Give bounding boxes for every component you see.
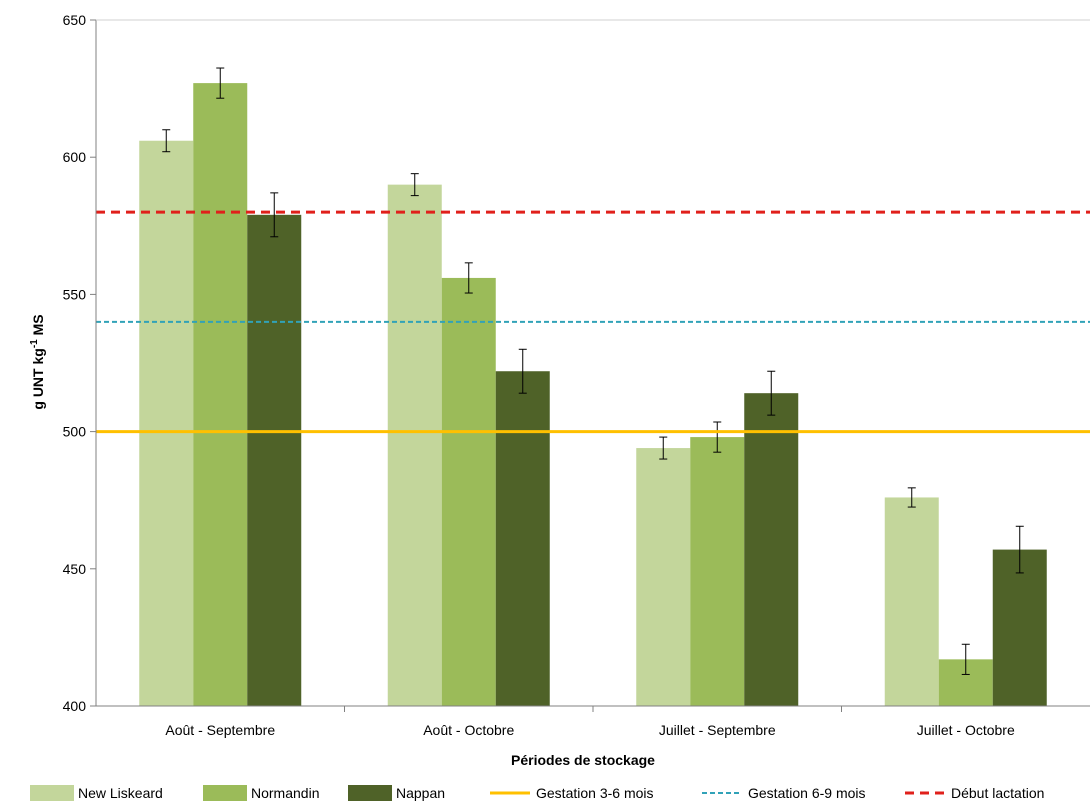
bar <box>636 448 691 706</box>
legend-label: Début lactation <box>951 785 1044 801</box>
bar <box>495 371 550 706</box>
y-axis-title-tail: MS <box>30 314 46 339</box>
bar <box>139 140 194 707</box>
bar <box>690 437 745 706</box>
legend-swatch <box>203 785 247 801</box>
y-tick-label: 400 <box>63 698 87 714</box>
bar <box>992 549 1047 706</box>
legend-item: Gestation 3-6 mois <box>490 785 654 801</box>
legend-item: Normandin <box>203 785 319 801</box>
x-axis-title: Périodes de stockage <box>511 752 655 768</box>
x-tick-label: Juillet - Septembre <box>659 722 776 738</box>
x-tick-label: Août - Octobre <box>423 722 514 738</box>
bar <box>247 214 302 706</box>
bar <box>441 277 496 706</box>
legend-item: Début lactation <box>905 785 1044 801</box>
y-tick-label: 550 <box>63 286 87 302</box>
legend-label: Normandin <box>251 785 319 801</box>
legend-swatch <box>30 785 74 801</box>
bar <box>744 393 799 706</box>
legend-label: Gestation 6-9 mois <box>748 785 866 801</box>
y-axis-title-main: g UNT kg <box>30 348 46 409</box>
y-tick-label: 450 <box>63 561 87 577</box>
legend-item: Nappan <box>348 785 445 801</box>
y-tick-label: 600 <box>63 149 87 165</box>
legend-item: Gestation 6-9 mois <box>702 785 866 801</box>
legend-label: Gestation 3-6 mois <box>536 785 654 801</box>
x-tick-label: Juillet - Octobre <box>917 722 1015 738</box>
bar <box>193 83 248 706</box>
x-tick-label: Août - Septembre <box>165 722 275 738</box>
legend-swatch <box>348 785 392 801</box>
y-axis-title: g UNT kg-1 MS <box>29 314 46 409</box>
legend-item: New Liskeard <box>30 785 163 801</box>
y-tick-label: 650 <box>63 12 87 28</box>
y-axis-title-sup: -1 <box>29 339 40 348</box>
bar <box>884 497 939 706</box>
legend-label: Nappan <box>396 785 445 801</box>
bar <box>387 184 442 706</box>
y-tick-label: 500 <box>63 424 87 440</box>
legend-label: New Liskeard <box>78 785 163 801</box>
